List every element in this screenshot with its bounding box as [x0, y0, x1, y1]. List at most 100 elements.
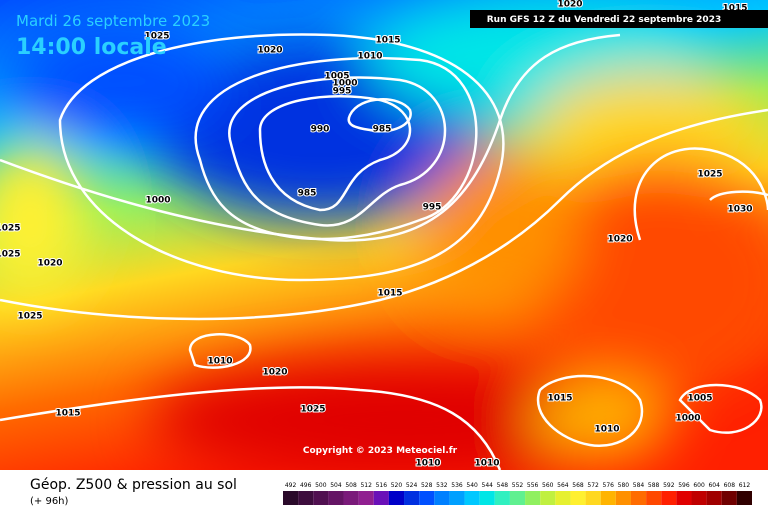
legend-swatch: [600, 491, 616, 505]
legend-swatch: [555, 491, 571, 505]
legend-swatch: [298, 491, 314, 505]
footer-lead: (+ 96h): [30, 496, 69, 507]
isobar-label: 995: [333, 87, 352, 97]
legend-label: 524: [406, 482, 418, 489]
isobar-label: 1020: [557, 0, 582, 10]
isobar-label: 1010: [207, 357, 232, 367]
legend-swatch: [509, 491, 526, 505]
isobar-label: 1015: [375, 36, 400, 46]
isobar-label: 1010: [415, 459, 440, 469]
legend-swatch: [570, 491, 586, 505]
legend-label: 540: [466, 482, 478, 489]
legend-label: 560: [542, 482, 554, 489]
legend-swatch: [646, 491, 662, 505]
isobar-label: 1015: [547, 394, 572, 404]
legend-label: 592: [663, 482, 675, 489]
color-legend: 492 496 500 504 508 512 516 520 524 528 532 536 540 5…: [283, 482, 752, 505]
isobars: [0, 33, 768, 471]
isobar-label: 1010: [357, 52, 382, 62]
legend-label: 596: [678, 482, 690, 489]
isobar-label: 1025: [0, 250, 21, 260]
isobar-label: 1000: [145, 196, 170, 206]
legend-swatch: [373, 491, 389, 505]
isobar-label: 1005: [324, 72, 349, 82]
legend-swatch: [434, 491, 450, 505]
isobar-label: 1015: [377, 289, 402, 299]
footer-title: Géop. Z500 & pression au sol: [30, 477, 237, 493]
legend-swatch: [661, 491, 677, 505]
time: 14:00 locale: [16, 35, 167, 60]
legend-swatch: [525, 491, 541, 505]
legend-label: 512: [360, 482, 372, 489]
legend-swatch: [706, 491, 722, 505]
legend-label: 496: [300, 482, 312, 489]
legend-swatch: [540, 491, 556, 505]
legend-swatch: [404, 491, 420, 505]
legend-swatch: [615, 491, 631, 505]
run-info: Run GFS 12 Z du Vendredi 22 septembre 20…: [487, 15, 721, 25]
legend-swatch: [479, 491, 495, 505]
legend-label: 608: [724, 482, 736, 489]
legend-label: 544: [482, 482, 494, 489]
isobar-label: 1005: [687, 394, 712, 404]
legend-swatch: [691, 491, 707, 505]
legend-label: 532: [436, 482, 448, 489]
legend-swatch: [343, 491, 359, 505]
legend-label: 536: [451, 482, 463, 489]
legend-swatch: [585, 491, 601, 505]
legend-swatch: [358, 491, 374, 505]
legend-label: 612: [739, 482, 751, 489]
legend-swatch: [388, 491, 405, 505]
legend-label: 548: [497, 482, 509, 489]
isobar-label: 1020: [257, 46, 282, 56]
date: Mardi 26 septembre 2023: [16, 12, 210, 30]
isobar-label: 1010: [594, 425, 619, 435]
legend-label: 576: [603, 482, 615, 489]
legend-label: 580: [618, 482, 630, 489]
isobar-label: 1020: [37, 259, 62, 269]
legend-swatch: [328, 491, 344, 505]
isobar-label: 1000: [675, 414, 700, 424]
legend-label: 520: [391, 482, 403, 489]
isobar-label: 995: [423, 203, 442, 213]
legend-label: 568: [572, 482, 584, 489]
legend-label: 556: [527, 482, 539, 489]
run-banner: [470, 10, 768, 28]
legend-label: 584: [633, 482, 645, 489]
legend-label: 564: [557, 482, 569, 489]
legend-label: 572: [587, 482, 599, 489]
isobar-label: 1025: [300, 405, 325, 415]
legend-label: 516: [376, 482, 388, 489]
copyright: Copyright © 2023 Meteociel.fr: [303, 446, 458, 456]
legend-swatch: [630, 491, 647, 505]
isobar-label: 990: [311, 125, 330, 135]
legend-swatch: [449, 491, 465, 505]
legend-label: 600: [693, 482, 705, 489]
isobar-label: 985: [373, 125, 392, 135]
isobar-label: 1020: [607, 235, 632, 245]
legend-swatch: [464, 491, 480, 505]
legend-label: 528: [421, 482, 433, 489]
legend-swatch: [313, 491, 329, 505]
isobar-label: 1020: [262, 368, 287, 378]
isobar-label: 1015: [55, 409, 80, 419]
isobar-label: 1030: [727, 205, 752, 215]
isobar-label: 1000: [332, 79, 357, 89]
legend-swatch: [419, 491, 435, 505]
legend-swatch: [494, 491, 510, 505]
legend-label: 508: [345, 482, 357, 489]
legend-label: 504: [330, 482, 342, 489]
legend-swatch: [736, 491, 752, 505]
legend-swatch: [676, 491, 692, 505]
isobar-label: 985: [298, 189, 317, 199]
isobar-label: 1025: [17, 312, 42, 322]
legend-label: 552: [512, 482, 524, 489]
isobar-label: 1025: [0, 224, 21, 234]
isobar-label: 1025: [697, 170, 722, 180]
legend-label: 588: [648, 482, 660, 489]
legend-label: 492: [285, 482, 297, 489]
isobar-label: 1010: [474, 459, 499, 469]
